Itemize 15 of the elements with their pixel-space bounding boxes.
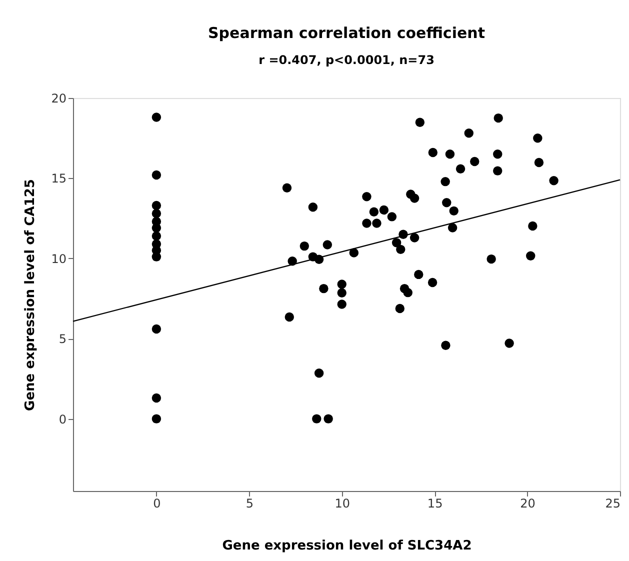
x-tick-label: 0 (153, 496, 161, 510)
chart-subtitle: r =0.407, p<0.0001, n=73 (258, 53, 434, 67)
x-axis-title: Gene expression level of SLC34A2 (222, 538, 472, 554)
x-tick-label: 10 (334, 496, 350, 510)
chart-title: Spearman correlation coefficient (208, 24, 485, 42)
x-tick-label: 5 (246, 496, 254, 510)
y-tick-label: 0 (58, 412, 66, 426)
y-axis-title: Gene expression level of CA125 (23, 179, 38, 411)
y-tick-label: 10 (51, 252, 66, 266)
x-tick-label: 25 (605, 496, 620, 510)
y-tick-label: 5 (58, 332, 66, 346)
y-tick-label: 15 (51, 172, 66, 186)
x-tick-label: 20 (520, 496, 536, 510)
x-tick-label: 15 (427, 496, 443, 510)
y-tick-label: 20 (51, 92, 66, 106)
